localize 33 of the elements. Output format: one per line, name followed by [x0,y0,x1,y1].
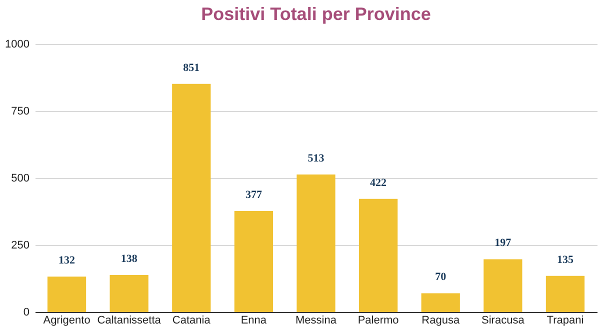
x-tick-label: Trapani [546,314,584,326]
bar [47,276,86,312]
data-label: 422 [370,176,388,189]
y-tick-label: 500 [11,172,30,184]
x-tick-label: Catania [172,314,212,326]
data-label: 197 [494,237,512,250]
x-tick-label: Agrigento [43,314,90,326]
x-tick-label: Enna [240,314,268,326]
y-tick-label: 0 [23,306,30,318]
data-label: 132 [58,254,76,267]
data-label: 513 [308,152,325,165]
bar [296,174,336,312]
y-tick-label: 1000 [5,38,30,50]
bar [421,293,460,312]
data-label: 70 [435,271,447,284]
chart-title: Positivi Totali per Province [201,4,431,24]
x-tick-label: Caltanissetta [97,314,162,326]
bar [484,259,522,312]
y-tick-label: 250 [11,240,30,252]
bar [110,275,148,312]
data-label: 377 [245,188,262,201]
bar [172,84,211,312]
x-tick-label: Ragusa [422,314,460,326]
x-tick-label: Palermo [358,314,399,326]
x-tick-label: Siracusa [482,314,526,326]
bar [358,198,398,312]
data-label: 135 [556,254,574,266]
data-label: 138 [120,253,138,266]
y-tick-label: 750 [11,106,30,118]
bar [234,210,274,312]
bar [546,276,585,312]
data-label: 851 [183,62,200,74]
x-tick-label: Messina [296,314,338,326]
